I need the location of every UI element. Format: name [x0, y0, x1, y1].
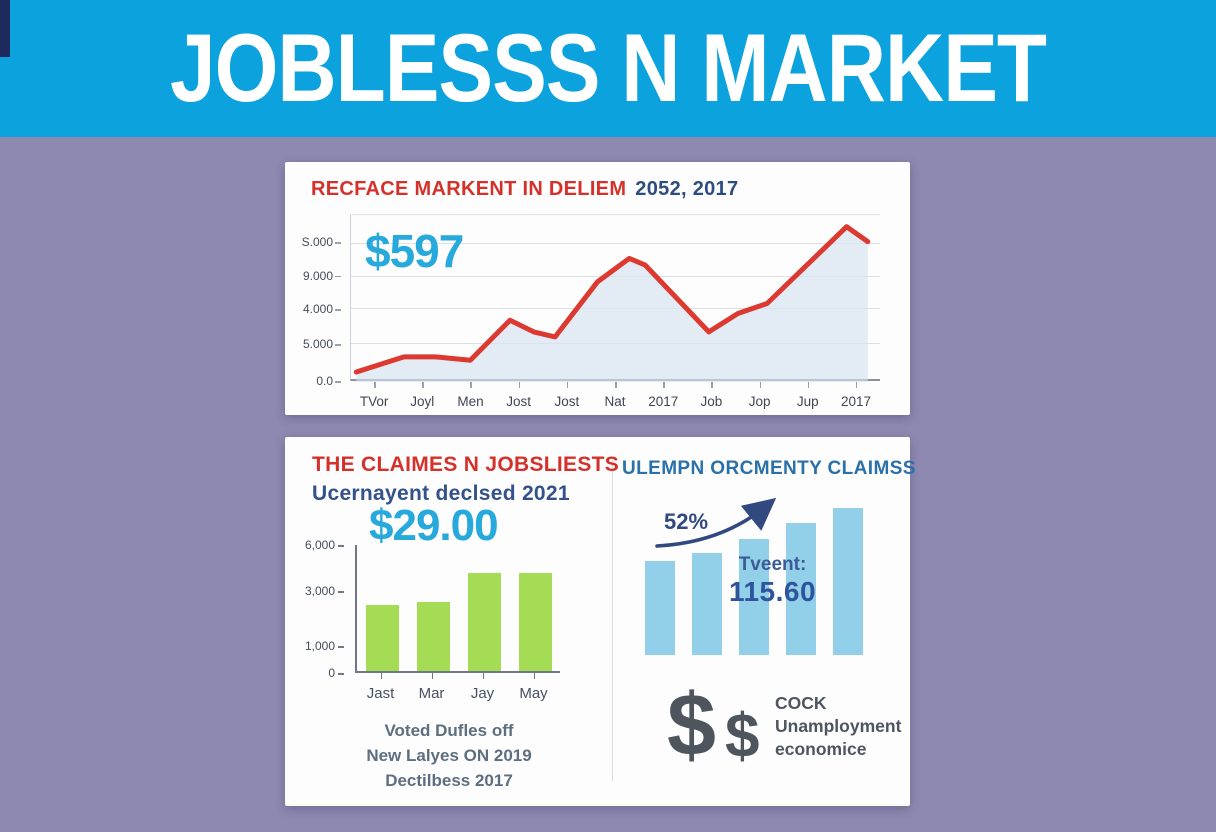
y-axis-tick-label: 9.000 [302, 268, 342, 283]
x-axis-tick-label: 2017 [832, 382, 880, 409]
x-axis-tick-label: Men [446, 382, 494, 409]
caption-line: New Lalyes ON 2019 [366, 746, 532, 765]
info-line: economice [775, 739, 867, 759]
y-axis-tick-label: 4.000 [302, 302, 342, 317]
caption-line: Dectilbess 2017 [385, 771, 513, 790]
line-chart-plot [350, 214, 880, 382]
bar [366, 605, 399, 671]
bar [468, 572, 501, 671]
x-axis-tick-label: Joyl [398, 382, 446, 409]
line-chart-y-axis-labels: S.000 9.000 4.000 5.000 0.0 [285, 214, 343, 388]
y-axis-tick-label: 6,000 [304, 538, 345, 552]
bar [786, 522, 816, 655]
left-panel-title: THE CLAIMES N JOBSLIESTS [312, 453, 620, 476]
bar [692, 553, 722, 655]
green-bar-chart-x-axis-labels: Jast Mar Jay May [355, 673, 560, 702]
bar [739, 539, 769, 655]
x-axis-tick-label: 2017 [639, 382, 687, 409]
dollar-icon-large: $ [667, 675, 716, 774]
dollar-icon-small: $ [725, 702, 760, 771]
x-axis-tick-label: Jast [364, 673, 397, 702]
x-axis-tick-label: Nat [591, 382, 639, 409]
bar [833, 507, 863, 655]
caption-line: Voted Dufles off [384, 721, 514, 740]
gridline [351, 242, 880, 244]
right-panel-info-text: COCK Unamployment economice [775, 692, 901, 761]
card1-callout-value: $597 [365, 225, 464, 277]
page-title: JOBLESSS N MARKET [170, 14, 1047, 122]
panel-divider [612, 459, 613, 781]
overlay-stat: Tveent: 115.60 [705, 554, 840, 608]
claims-card: THE CLAIMES N JOBSLIESTS Ucernayent decl… [285, 437, 916, 806]
growth-percent-label: 52% [664, 509, 709, 534]
x-axis-tick-label: Jay [466, 673, 499, 702]
x-axis-tick-label: Job [687, 382, 735, 409]
green-bar-chart-y-axis-labels: 6,000 3,000 1,000 0 [285, 538, 347, 680]
overlay-stat-label: Tveent: [738, 554, 807, 575]
y-axis-tick-label: S.000 [301, 235, 342, 250]
card1-title: RECFACE MARKENT IN DELIEM 2052, 2017 [311, 178, 738, 201]
info-line: Unamployment [775, 716, 902, 736]
y-axis-tick-label: 5.000 [302, 337, 342, 352]
y-axis-tick-label: 0 [328, 666, 344, 680]
green-bar-chart-plot [355, 545, 560, 673]
x-axis-tick-label: Jop [736, 382, 784, 409]
header-corner-decoration [0, 0, 10, 57]
right-panel-title: ULEMPN ORCMENTY CLAIMSS [622, 458, 916, 479]
left-panel-caption: Voted Dufles off New Lalyes ON 2019 Dectil… [293, 718, 605, 793]
y-axis-tick-label: 1,000 [304, 639, 345, 654]
card1-title-main: RECFACE MARKENT IN DELIEM [311, 178, 627, 200]
header-banner: JOBLESSS N MARKET [0, 0, 1216, 137]
blue-bar-chart-plot [645, 503, 863, 655]
x-axis-tick-label: TVor [350, 382, 398, 409]
bar [645, 560, 675, 655]
bar [417, 601, 450, 671]
x-axis-tick-label: Jost [495, 382, 543, 409]
x-axis-tick-label: Mar [415, 673, 448, 702]
x-axis-tick-label: Jost [543, 382, 591, 409]
card1-title-years: 2052, 2017 [635, 178, 739, 200]
overlay-stat-value: 115.60 [728, 576, 817, 607]
x-axis-tick-label: May [517, 673, 550, 702]
market-line-chart-card: RECFACE MARKENT IN DELIEM 2052, 2017 $597… [285, 162, 910, 415]
trend-arrow-icon [655, 497, 777, 548]
left-panel-subtitle: Ucernayent declsed 2021 [312, 482, 570, 505]
info-line: COCK [775, 693, 827, 713]
y-axis-tick-label: 0.0 [316, 374, 341, 388]
y-axis-tick-label: 3,000 [304, 584, 345, 599]
x-axis-tick-label: Jup [784, 382, 832, 409]
bar [519, 572, 552, 671]
line-chart-x-axis-labels: TVor Joyl Men Jost Jost Nat 2017 Job Jop Jup 2017 [350, 382, 880, 409]
left-panel-callout-value: $29.00 [369, 501, 499, 550]
